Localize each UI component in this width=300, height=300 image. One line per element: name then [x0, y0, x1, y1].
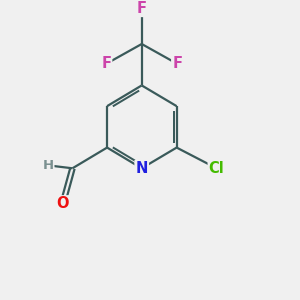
Text: H: H: [42, 159, 53, 172]
Text: Cl: Cl: [209, 161, 224, 176]
Text: F: F: [137, 1, 147, 16]
Text: O: O: [56, 196, 69, 211]
Text: N: N: [136, 161, 148, 176]
Text: F: F: [172, 56, 182, 71]
Text: F: F: [101, 56, 111, 71]
